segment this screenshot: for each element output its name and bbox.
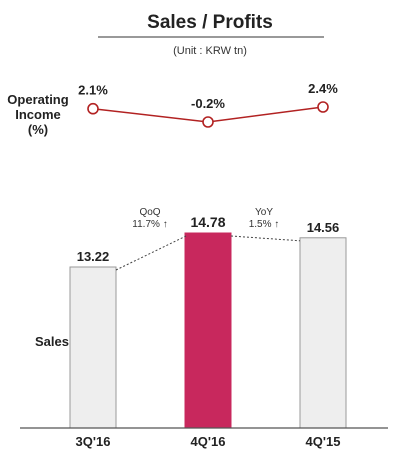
yoy-connector (230, 235, 301, 242)
oi-label-line-1: Operating (7, 92, 68, 107)
sales-bar (299, 237, 347, 429)
oi-label-line-2: Income (15, 107, 61, 122)
yoy-annotation: 1.5% ↑ (249, 219, 280, 230)
operating-income-label: 2.1% (78, 83, 108, 98)
operating-income-label: 2.4% (308, 81, 338, 96)
operating-income-point (202, 116, 214, 128)
sales-value-label: 14.78 (190, 214, 225, 230)
x-tick-label: 4Q'16 (191, 434, 226, 449)
qoq-annotation: QoQ (139, 207, 160, 218)
sales-bar-highlighted (184, 232, 232, 429)
operating-income-label: -0.2% (191, 96, 225, 111)
qoq-connector (115, 235, 187, 271)
sales-bar (69, 266, 117, 429)
sales-value-label: 13.22 (77, 249, 110, 264)
oi-label-line-3: (%) (28, 122, 48, 137)
sales-label: Sales (35, 334, 69, 349)
operating-income-line: 2.1% -0.2% 2.4% (78, 81, 338, 128)
x-tick-label: 4Q'15 (306, 434, 341, 449)
x-tick-label: 3Q'16 (76, 434, 111, 449)
x-axis-ticks: 3Q'16 4Q'16 4Q'15 (76, 434, 341, 449)
sales-bars: 13.22 14.78 14.56 (69, 214, 347, 429)
yoy-annotation: YoY (255, 207, 273, 218)
chart-title: Sales / Profits (147, 12, 273, 33)
operating-income-point (87, 102, 99, 115)
sales-value-label: 14.56 (307, 220, 340, 235)
operating-income-point (317, 101, 329, 113)
qoq-annotation: 11.7% ↑ (132, 219, 167, 230)
chart-subtitle: (Unit : KRW tn) (173, 45, 247, 57)
